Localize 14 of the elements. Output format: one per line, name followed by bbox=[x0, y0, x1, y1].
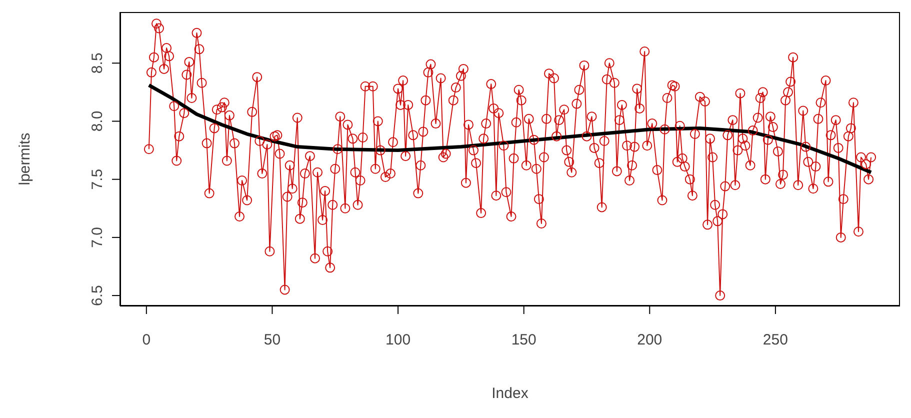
y-axis-title: lpermits bbox=[16, 132, 34, 186]
x-tick-label: 150 bbox=[511, 332, 536, 349]
y-tick-label: 6.5 bbox=[89, 285, 106, 306]
x-tick-label: 200 bbox=[637, 332, 662, 349]
line-series bbox=[147, 83, 873, 174]
x-tick-label: 250 bbox=[762, 332, 788, 349]
x-axis-title: Index bbox=[492, 385, 529, 402]
x-tick-label: 50 bbox=[264, 332, 281, 349]
y-tick-label: 7.5 bbox=[89, 168, 106, 190]
x-tick-label: 0 bbox=[142, 332, 151, 349]
y-tick-label: 7.0 bbox=[89, 227, 106, 248]
y-tick-label: 8.0 bbox=[89, 110, 106, 132]
x-tick-label: 100 bbox=[386, 332, 411, 349]
y-tick-label: 8.5 bbox=[89, 52, 106, 74]
